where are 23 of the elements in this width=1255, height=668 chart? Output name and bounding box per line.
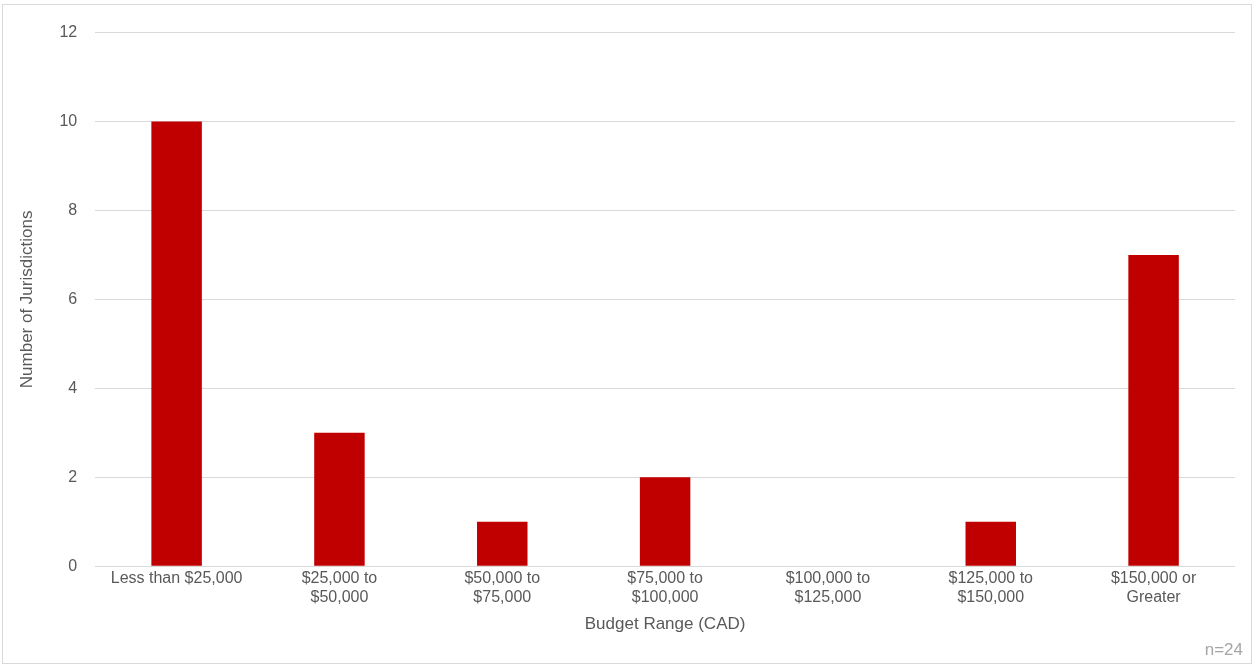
x-tick-label: $150,000 or Greater bbox=[1110, 569, 1197, 606]
y-tick-label: 6 bbox=[68, 289, 78, 307]
x-axis-title: Budget Range (CAD) bbox=[584, 614, 746, 634]
bar bbox=[639, 477, 691, 566]
bar bbox=[965, 521, 1016, 566]
x-tick-label: $50,000 to $75,000 bbox=[464, 569, 541, 606]
y-tick-label: 0 bbox=[68, 556, 78, 574]
y-tick-label: 12 bbox=[59, 23, 78, 41]
bar bbox=[314, 432, 365, 566]
bar bbox=[1128, 254, 1179, 566]
bar bbox=[151, 121, 202, 566]
x-tick-label: Less than $25,000 bbox=[110, 569, 243, 587]
x-tick-label: $75,000 to $100,000 bbox=[627, 569, 704, 606]
y-axis-title: Number of Jurisdictions bbox=[16, 210, 36, 389]
bar bbox=[477, 521, 528, 566]
text: n=24 bbox=[1204, 640, 1243, 660]
y-tick-label: 2 bbox=[68, 467, 78, 485]
x-tick-label: $25,000 to $50,000 bbox=[301, 569, 378, 606]
y-tick-label: 4 bbox=[68, 378, 78, 396]
y-tick-label: 8 bbox=[68, 200, 78, 218]
x-tick-label: $100,000 to $125,000 bbox=[785, 569, 871, 606]
x-tick-label: $125,000 to $150,000 bbox=[948, 569, 1034, 606]
y-tick-label: 10 bbox=[59, 111, 78, 129]
